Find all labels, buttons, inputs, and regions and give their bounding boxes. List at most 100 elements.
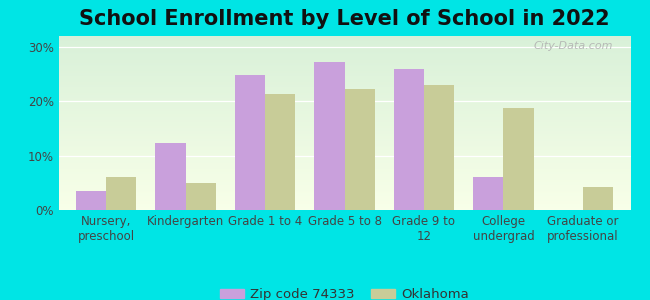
- Bar: [58, 152, 630, 153]
- Bar: [58, 203, 630, 204]
- Bar: [58, 169, 630, 170]
- Bar: [58, 209, 630, 210]
- Bar: [58, 135, 630, 136]
- Bar: [58, 61, 630, 62]
- Bar: [58, 193, 630, 194]
- Bar: [58, 90, 630, 91]
- Bar: [58, 174, 630, 175]
- Bar: [58, 142, 630, 143]
- Bar: [58, 73, 630, 74]
- Bar: [58, 104, 630, 105]
- Bar: [235, 75, 265, 210]
- Bar: [58, 206, 630, 207]
- Bar: [58, 43, 630, 44]
- Bar: [503, 108, 534, 210]
- Bar: [58, 126, 630, 127]
- Bar: [58, 62, 630, 63]
- Bar: [58, 163, 630, 164]
- Bar: [58, 147, 630, 148]
- Bar: [58, 82, 630, 83]
- Bar: [58, 207, 630, 208]
- Bar: [58, 182, 630, 183]
- Bar: [58, 91, 630, 92]
- Bar: [58, 106, 630, 107]
- Bar: [58, 75, 630, 76]
- Bar: [58, 170, 630, 171]
- Bar: [58, 118, 630, 119]
- Bar: [58, 78, 630, 79]
- Bar: [58, 100, 630, 101]
- Bar: [58, 70, 630, 71]
- Bar: [344, 89, 374, 210]
- Bar: [58, 160, 630, 161]
- Bar: [58, 56, 630, 57]
- Bar: [58, 124, 630, 125]
- Bar: [58, 146, 630, 147]
- Bar: [58, 39, 630, 40]
- Bar: [58, 205, 630, 206]
- Bar: [58, 140, 630, 141]
- Bar: [58, 190, 630, 191]
- Bar: [155, 143, 186, 210]
- Bar: [58, 178, 630, 179]
- Bar: [58, 185, 630, 186]
- Bar: [58, 46, 630, 47]
- Bar: [58, 208, 630, 209]
- Bar: [58, 53, 630, 54]
- Bar: [58, 155, 630, 156]
- Bar: [58, 95, 630, 96]
- Bar: [58, 145, 630, 146]
- Bar: [58, 122, 630, 123]
- Bar: [58, 191, 630, 192]
- Bar: [58, 59, 630, 60]
- Bar: [58, 71, 630, 72]
- Bar: [58, 79, 630, 80]
- Bar: [58, 37, 630, 38]
- Bar: [394, 69, 424, 210]
- Bar: [58, 83, 630, 84]
- Bar: [58, 98, 630, 99]
- Bar: [58, 87, 630, 88]
- Bar: [58, 92, 630, 93]
- Bar: [58, 188, 630, 189]
- Bar: [58, 36, 630, 37]
- Bar: [583, 187, 613, 210]
- Bar: [58, 137, 630, 138]
- Bar: [58, 200, 630, 201]
- Bar: [58, 123, 630, 124]
- Bar: [58, 76, 630, 77]
- Bar: [58, 86, 630, 87]
- Bar: [58, 52, 630, 53]
- Bar: [58, 121, 630, 122]
- Bar: [58, 196, 630, 197]
- Bar: [58, 69, 630, 70]
- Bar: [58, 134, 630, 135]
- Bar: [58, 108, 630, 109]
- Bar: [76, 191, 106, 210]
- Bar: [58, 119, 630, 120]
- Bar: [58, 197, 630, 198]
- Bar: [58, 125, 630, 126]
- Bar: [58, 195, 630, 196]
- Bar: [58, 89, 630, 90]
- Bar: [58, 96, 630, 97]
- Bar: [58, 117, 630, 118]
- Bar: [58, 63, 630, 64]
- Bar: [58, 88, 630, 89]
- Bar: [58, 38, 630, 39]
- Bar: [58, 184, 630, 185]
- Bar: [58, 189, 630, 190]
- Bar: [58, 115, 630, 116]
- Bar: [58, 103, 630, 104]
- Bar: [58, 160, 630, 161]
- Bar: [58, 105, 630, 106]
- Bar: [58, 139, 630, 140]
- Bar: [58, 171, 630, 172]
- Bar: [58, 173, 630, 174]
- Bar: [58, 138, 630, 139]
- Bar: [58, 55, 630, 56]
- Bar: [58, 128, 630, 129]
- Bar: [58, 201, 630, 202]
- Bar: [58, 48, 630, 49]
- Bar: [58, 199, 630, 200]
